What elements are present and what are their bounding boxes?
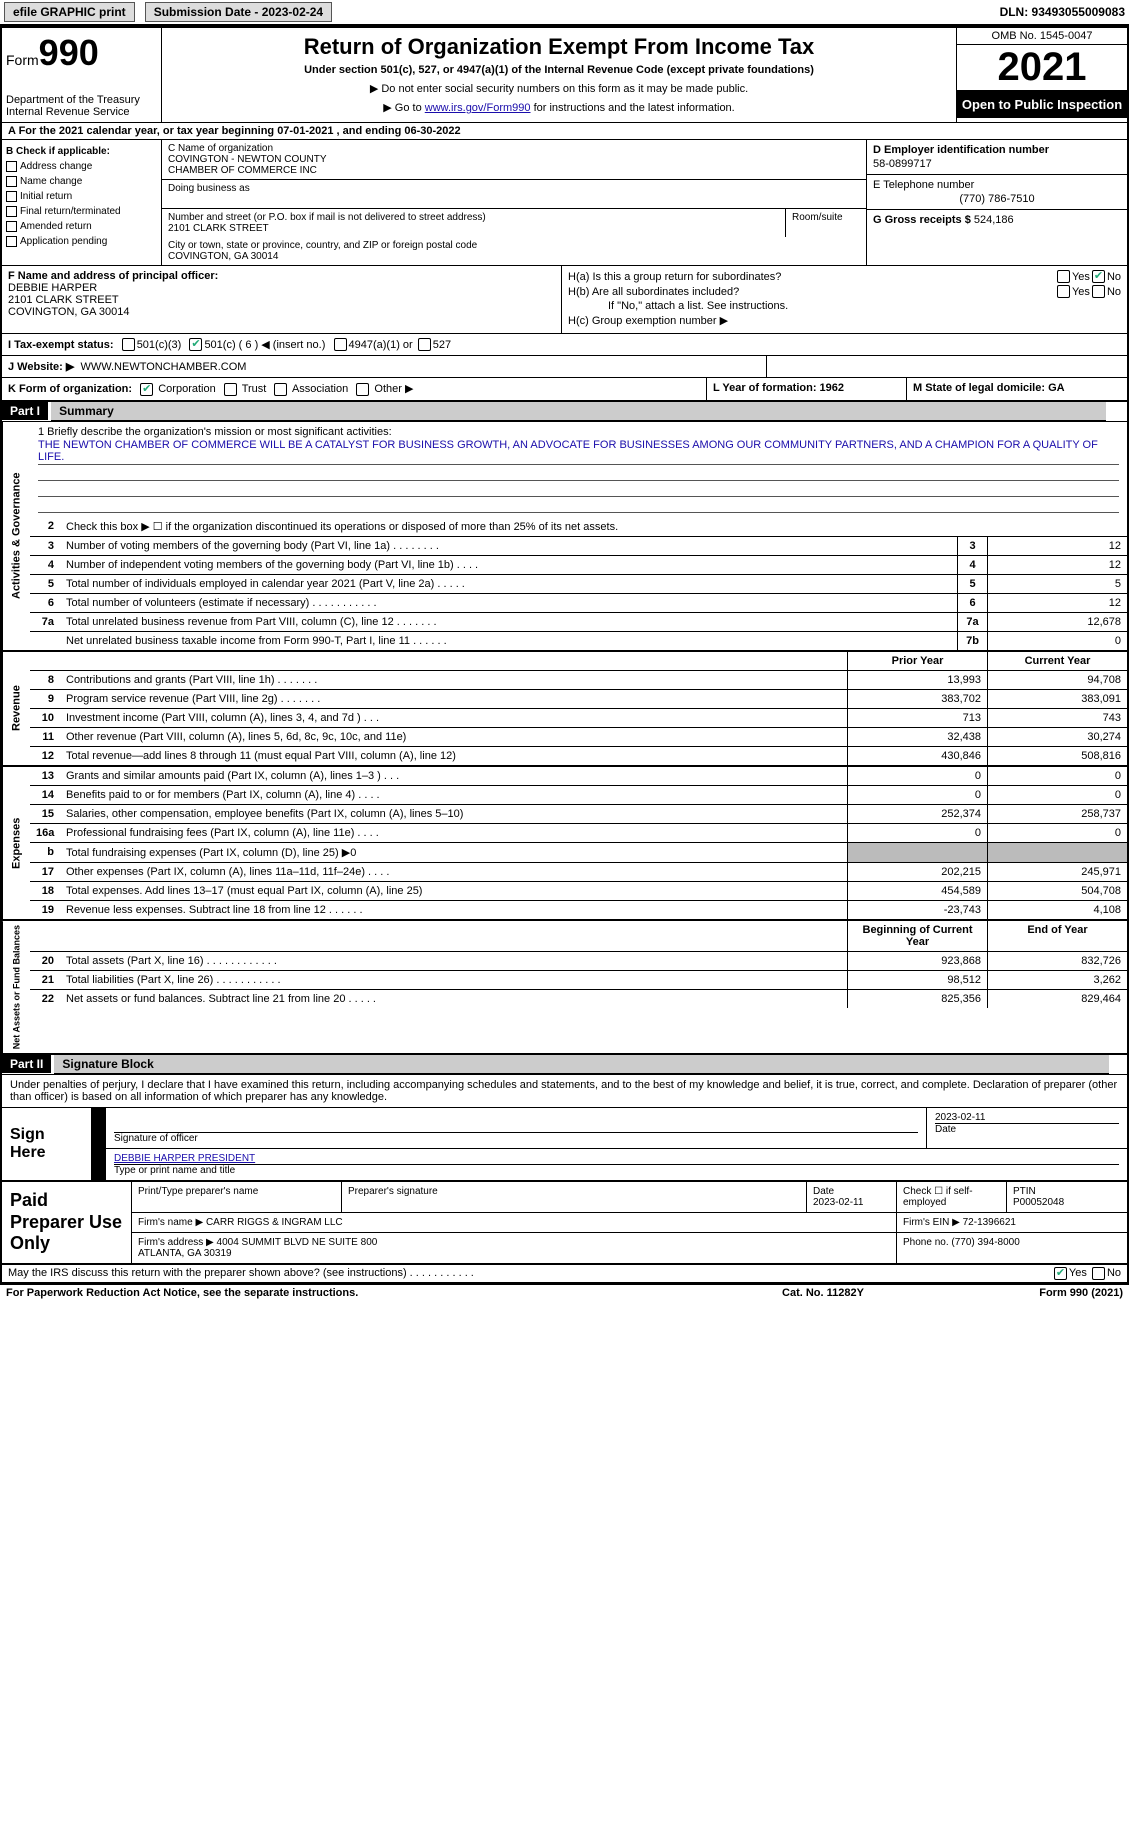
summary-line: 6Total number of volunteers (estimate if… — [30, 594, 1127, 613]
submission-date-button[interactable]: Submission Date - 2023-02-24 — [145, 2, 332, 22]
paid-preparer-label: Paid Preparer Use Only — [2, 1182, 132, 1263]
discuss-yes-check — [1054, 1267, 1067, 1280]
summary-line: 9Program service revenue (Part VIII, lin… — [30, 690, 1127, 709]
ein-cell: D Employer identification number58-08997… — [867, 140, 1127, 175]
part-2-tag: Part II — [2, 1055, 51, 1073]
summary-line: 10Investment income (Part VIII, column (… — [30, 709, 1127, 728]
group-return-no-check — [1092, 270, 1105, 283]
summary-line: 7aTotal unrelated business revenue from … — [30, 613, 1127, 632]
summary-line: 14Benefits paid to or for members (Part … — [30, 786, 1127, 805]
summary-line: 18Total expenses. Add lines 13–17 (must … — [30, 882, 1127, 901]
summary-line: 19Revenue less expenses. Subtract line 1… — [30, 901, 1127, 919]
mission-block: 1 Briefly describe the organization's mi… — [30, 422, 1127, 517]
tax-exempt-status-row: I Tax-exempt status: 501(c)(3) 501(c) ( … — [2, 334, 1127, 356]
form-subtitle: Under section 501(c), 527, or 4947(a)(1)… — [172, 64, 946, 76]
summary-line: 12Total revenue—add lines 8 through 11 (… — [30, 747, 1127, 765]
section-h: H(a) Is this a group return for subordin… — [562, 266, 1127, 333]
form-note-1: ▶ Do not enter social security numbers o… — [172, 82, 946, 95]
officer-cell: F Name and address of principal officer:… — [2, 266, 562, 333]
form-of-org-row: K Form of organization: Corporation Trus… — [2, 378, 707, 400]
state-domicile: M State of legal domicile: GA — [907, 378, 1127, 400]
org-name-cell: C Name of organization COVINGTON - NEWTO… — [162, 140, 866, 180]
row-a-period: A For the 2021 calendar year, or tax yea… — [2, 123, 1127, 140]
form-990: Form990 Department of the Treasury Inter… — [0, 26, 1129, 1285]
year-formation: L Year of formation: 1962 — [707, 378, 907, 400]
summary-line: Net unrelated business taxable income fr… — [30, 632, 1127, 650]
form-number: Form990 — [6, 32, 157, 74]
irs-discuss-row: May the IRS discuss this return with the… — [2, 1265, 1127, 1283]
omb-number: OMB No. 1545-0047 — [957, 28, 1127, 45]
form-title: Return of Organization Exempt From Incom… — [172, 34, 946, 60]
expenses-tab: Expenses — [2, 767, 30, 919]
sign-here-label: Sign Here — [2, 1108, 92, 1180]
gross-receipts-cell: G Gross receipts $ 524,186 — [867, 210, 1127, 230]
dba-cell: Doing business as — [162, 180, 866, 209]
summary-line: 11Other revenue (Part VIII, column (A), … — [30, 728, 1127, 747]
summary-line: 13Grants and similar amounts paid (Part … — [30, 767, 1127, 786]
summary-line: bTotal fundraising expenses (Part IX, co… — [30, 843, 1127, 863]
room-cell: Room/suite — [786, 209, 866, 237]
net-assets-tab: Net Assets or Fund Balances — [2, 921, 30, 1053]
summary-line: 17Other expenses (Part IX, column (A), l… — [30, 863, 1127, 882]
street-cell: Number and street (or P.O. box if mail i… — [162, 209, 786, 237]
irs-link[interactable]: www.irs.gov/Form990 — [425, 102, 531, 114]
form-note-2: ▶ Go to www.irs.gov/Form990 for instruct… — [172, 101, 946, 114]
signature-intro: Under penalties of perjury, I declare th… — [2, 1075, 1127, 1108]
dln-label: DLN: 93493055009083 — [1000, 5, 1125, 19]
501c6-check — [189, 338, 202, 351]
revenue-tab: Revenue — [2, 652, 30, 765]
summary-line: 8Contributions and grants (Part VIII, li… — [30, 671, 1127, 690]
phone-cell: E Telephone number(770) 786-7510 — [867, 175, 1127, 210]
summary-line: 21Total liabilities (Part X, line 26) . … — [30, 971, 1127, 990]
part-1-tag: Part I — [2, 402, 48, 420]
part-2-title: Signature Block — [54, 1055, 1109, 1074]
page-footer: For Paperwork Reduction Act Notice, see … — [0, 1285, 1129, 1301]
summary-line: 15Salaries, other compensation, employee… — [30, 805, 1127, 824]
website-row: J Website: ▶ WWW.NEWTONCHAMBER.COM — [2, 356, 767, 377]
summary-line: 20Total assets (Part X, line 16) . . . .… — [30, 952, 1127, 971]
summary-line: 16aProfessional fundraising fees (Part I… — [30, 824, 1127, 843]
summary-line: 22Net assets or fund balances. Subtract … — [30, 990, 1127, 1008]
department-label: Department of the Treasury Internal Reve… — [6, 94, 157, 118]
activities-gov-tab: Activities & Governance — [2, 422, 30, 650]
section-b-checkboxes: B Check if applicable: Address change Na… — [2, 140, 162, 265]
corporation-check — [140, 383, 153, 396]
summary-line: 5Total number of individuals employed in… — [30, 575, 1127, 594]
summary-line: 3Number of voting members of the governi… — [30, 537, 1127, 556]
part-1-title: Summary — [51, 402, 1106, 421]
summary-line: 4Number of independent voting members of… — [30, 556, 1127, 575]
city-cell: City or town, state or province, country… — [162, 237, 866, 265]
header-bar: efile GRAPHIC print Submission Date - 20… — [0, 0, 1129, 26]
tax-year: 2021 — [957, 45, 1127, 91]
open-to-public: Open to Public Inspection — [957, 91, 1127, 118]
efile-print-button[interactable]: efile GRAPHIC print — [4, 2, 135, 22]
